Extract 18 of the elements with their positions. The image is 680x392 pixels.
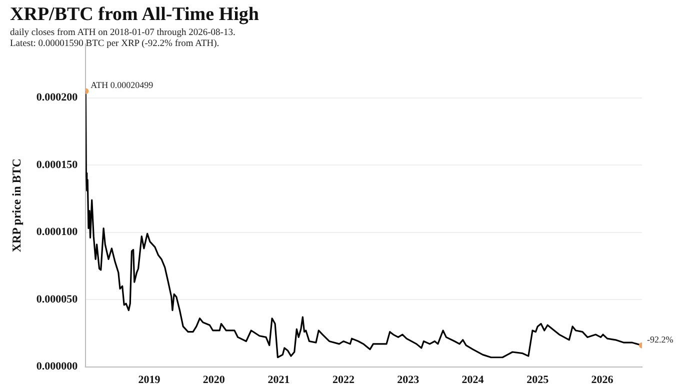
y-tick-label: 0.000050 <box>36 293 78 306</box>
x-tick-label: 2025 <box>526 374 550 386</box>
x-tick-label: 2023 <box>397 374 420 386</box>
x-tick-label: 2024 <box>462 374 484 386</box>
chart-subtitle: daily closes from ATH on 2018-01-07 through 2026-08-13. Latest: 0.00001590 BTC per XRP (-92.2% from ATH). <box>10 28 236 50</box>
y-tick-label: 0.000100 <box>36 226 78 238</box>
x-tick-label: 2020 <box>202 374 226 386</box>
y-tick-label: 0.000150 <box>36 158 78 171</box>
annotation: -92.2% <box>647 334 674 344</box>
y-axis-title: XRP price in BTC <box>9 158 24 252</box>
x-tick-label: 2019 <box>138 374 161 386</box>
x-tick-label: 2026 <box>591 374 614 386</box>
y-tick-label: 0.000000 <box>36 360 78 373</box>
chart-title: XRP/BTC from All-Time High <box>10 4 259 26</box>
y-tick-label: 0.000200 <box>36 92 78 104</box>
annotation: ATH 0.00020499 <box>90 80 154 90</box>
x-tick-label: 2022 <box>332 374 355 386</box>
x-tick-label: 2021 <box>268 374 290 386</box>
